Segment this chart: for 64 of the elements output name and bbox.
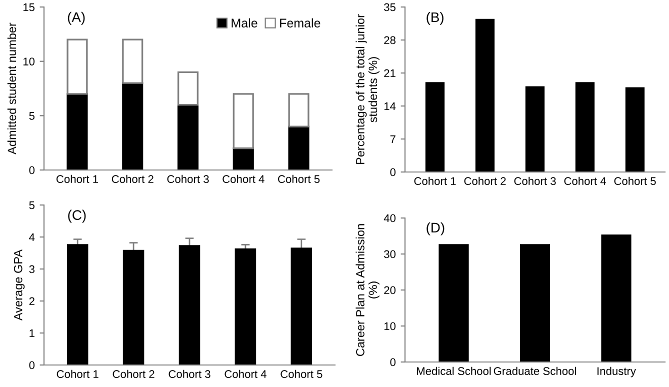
bar xyxy=(475,18,495,172)
x-tick-label: Cohort 3 xyxy=(168,370,210,378)
x-tick-label: Cohort 2 xyxy=(112,174,154,184)
y-axis-title: Admitted student number xyxy=(7,22,16,154)
y-tick-label: 40 xyxy=(384,214,396,222)
bar xyxy=(425,82,445,172)
y-tick-label: 2 xyxy=(29,297,34,306)
y-tick-label: 21 xyxy=(384,69,396,78)
bar xyxy=(122,82,144,170)
x-tick-label: Cohort 2 xyxy=(464,176,506,186)
x-tick-label: Cohort 3 xyxy=(167,174,209,184)
x-tick-label: Cohort 4 xyxy=(564,176,606,186)
x-tick-label: Cohort 2 xyxy=(112,370,154,378)
bar xyxy=(625,87,645,172)
legend-label: Female xyxy=(280,18,320,28)
x-tick-label: Cohort 5 xyxy=(614,176,656,186)
chart-title: (D) xyxy=(426,222,444,236)
y-tick-label: 5 xyxy=(29,112,35,120)
x-tick-label: Cohort 3 xyxy=(514,176,556,186)
x-tick-label: Graduate School xyxy=(494,366,576,376)
x-tick-label: Medical School xyxy=(416,366,491,376)
y-tick-label: 15 xyxy=(23,3,35,12)
y-axis-title: Career Plan at Admission (%) xyxy=(356,224,380,356)
bar xyxy=(288,93,310,128)
bar xyxy=(177,104,199,170)
chart-title: (B) xyxy=(426,12,444,25)
y-tick-label: 14 xyxy=(384,102,396,110)
y-tick-label: 35 xyxy=(384,3,396,12)
x-tick-label: Cohort 1 xyxy=(414,176,456,186)
chart-title: (C) xyxy=(68,210,86,223)
bar xyxy=(66,38,88,95)
x-tick-label: Cohort 4 xyxy=(222,174,264,184)
y-tick-label: 0 xyxy=(29,361,35,370)
x-tick-label: Industry xyxy=(598,366,636,378)
bar xyxy=(232,147,254,170)
y-tick-label: 7 xyxy=(390,135,396,144)
y-tick-label: 10 xyxy=(23,58,35,66)
y-axis-title: Percentage of the total junior students (%) xyxy=(356,14,380,164)
bar xyxy=(288,126,310,170)
y-tick-label: 20 xyxy=(384,286,396,294)
chart-title: (A) xyxy=(68,12,85,25)
y-tick-label: 5 xyxy=(29,201,35,210)
y-tick-label: 3 xyxy=(29,265,34,274)
y-tick-label: 30 xyxy=(384,250,396,258)
bar xyxy=(122,38,144,84)
y-tick-label: 0 xyxy=(29,166,35,174)
y-tick-label: 10 xyxy=(384,322,396,330)
x-tick-label: Cohort 5 xyxy=(280,370,322,378)
bar xyxy=(575,82,595,172)
bar xyxy=(232,93,254,150)
x-tick-label: Cohort 1 xyxy=(56,174,98,184)
legend-label: Male xyxy=(232,18,258,28)
y-axis-title: Average GPA xyxy=(14,249,25,321)
y-tick-label: 0 xyxy=(390,358,396,366)
x-tick-label: Cohort 4 xyxy=(224,370,266,378)
y-tick-label: 1 xyxy=(30,329,34,338)
x-tick-label: Cohort 1 xyxy=(56,370,98,378)
y-tick-label: 28 xyxy=(384,36,396,44)
bar xyxy=(177,71,199,106)
bar xyxy=(66,93,88,170)
y-tick-label: 0 xyxy=(390,168,396,176)
x-tick-label: Cohort 5 xyxy=(278,174,320,184)
bar xyxy=(525,86,545,172)
y-tick-label: 4 xyxy=(29,233,35,242)
